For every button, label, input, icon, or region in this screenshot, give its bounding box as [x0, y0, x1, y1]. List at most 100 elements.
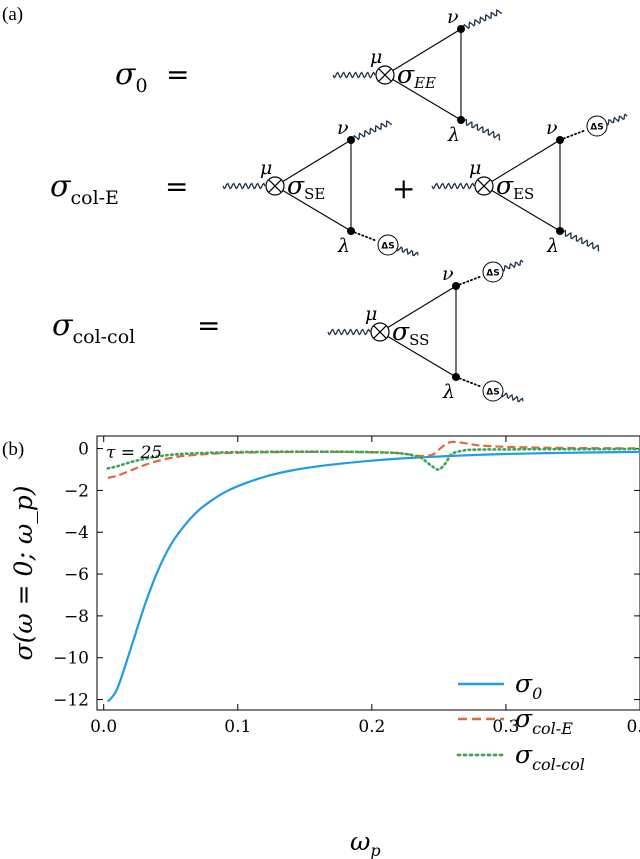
x-tick-label: 0.2 — [358, 717, 385, 737]
y-tick-label: −10 — [53, 649, 89, 669]
x-axis-ticks: 0.0 0.1 0.2 0.3 0.4 — [90, 436, 640, 737]
legend-label-sigma-col-e: σcol-E — [515, 704, 573, 738]
delta-s-label: ΔS — [486, 388, 499, 398]
nu-leg-photon-line — [501, 259, 524, 272]
inner-sigma-label: σES — [496, 171, 534, 203]
delta-s-label: ΔS — [381, 242, 394, 252]
nu-label: ν — [337, 117, 349, 139]
mu-label: μ — [370, 46, 382, 68]
delta-s-circle-icon — [377, 234, 399, 256]
vertex-dot — [452, 282, 460, 290]
equation-sigma-col-col: σcol-col = ΔS ΔS μ ν λ σSS — [52, 259, 524, 403]
lambda-label: λ — [546, 235, 559, 257]
triangle-edge-lower — [281, 189, 352, 232]
mu-label: μ — [365, 303, 377, 325]
vertex-dot — [556, 227, 564, 235]
equation-sigma-0: σ0 = μ ν λ σEE — [115, 6, 503, 146]
delta-s-label: ΔS — [590, 123, 603, 133]
y-tick-label: 0 — [78, 440, 89, 460]
lambda-leg-photon-line — [501, 392, 524, 403]
lambda-label: λ — [337, 235, 350, 257]
incoming-photon-line — [332, 71, 376, 79]
series-group — [106, 440, 640, 703]
panel-b-label: (b) — [2, 439, 24, 460]
delta-s-label: ΔS — [486, 269, 499, 279]
incoming-photon-line — [327, 328, 371, 336]
vertex-dot — [457, 116, 465, 124]
lambda-label: λ — [442, 381, 455, 403]
inner-sigma-label: σSE — [287, 171, 325, 203]
inner-sigma-label: σEE — [397, 60, 436, 92]
legend-label-sigma-col-col: σcol-col — [515, 740, 585, 774]
vertex-dot — [457, 25, 465, 33]
y-tick-label: −12 — [53, 691, 89, 711]
lambda-leg-photon-line — [460, 118, 501, 141]
tau-annotation: τ = 25 — [106, 443, 162, 463]
vertex-dot — [347, 136, 355, 144]
cross-vertex-stroke — [477, 179, 491, 193]
nu-leg-dotted-line — [455, 275, 483, 287]
y-axis-ticks: 0 −2 −4 −6 −8 −10 −12 — [53, 440, 640, 711]
diagram-sigma-se: ΔS μ ν λ σSE — [222, 117, 419, 257]
nu-label: ν — [442, 263, 454, 285]
x-tick-label: 0.0 — [90, 717, 117, 737]
triangle-edge-upper — [281, 139, 352, 183]
plus-sign: + — [392, 172, 415, 205]
y-axis-label: σ(ω = 0; ω_p) — [9, 486, 38, 661]
lambda-leg-dotted-line — [455, 376, 483, 388]
series-sigma-col-col — [106, 447, 640, 471]
lambda-leg-photon-line — [559, 229, 600, 252]
vertex-dot — [452, 373, 460, 381]
x-tick-label: 0.4 — [626, 717, 640, 737]
mu-label: μ — [469, 157, 481, 179]
x-tick-label: 0.1 — [224, 717, 251, 737]
nu-label: ν — [546, 117, 558, 139]
panel-a-label: (a) — [2, 4, 23, 25]
incoming-photon-line — [222, 182, 266, 190]
series-sigma-col-e — [107, 440, 640, 479]
triangle-edge-lower — [391, 78, 462, 121]
triangle-edge-lower — [490, 189, 561, 232]
diagram-sigma-ss: ΔS ΔS μ ν λ σSS — [327, 259, 524, 403]
plot-frame — [96, 435, 640, 711]
legend: σ0 σcol-E σcol-col — [456, 669, 585, 774]
incoming-photon-line — [431, 182, 475, 190]
y-tick-label: −2 — [64, 481, 89, 501]
y-tick-label: −4 — [64, 523, 89, 543]
lambda-label: λ — [447, 124, 460, 146]
nu-leg-photon-line — [460, 9, 503, 32]
lambda-leg-photon-line — [396, 246, 419, 257]
inner-sigma-label: σSS — [392, 317, 429, 349]
y-tick-label: −6 — [64, 565, 89, 585]
vertex-dot — [556, 136, 564, 144]
cross-vertex-stroke — [378, 68, 392, 82]
x-tick-label: 0.3 — [492, 717, 519, 737]
equation-1-equals: = — [166, 58, 189, 91]
triangle-edge-upper — [490, 139, 561, 183]
delta-s-circle-icon — [586, 115, 608, 137]
equation-3-lhs: σcol-col — [52, 308, 135, 348]
cross-vertex-stroke — [373, 325, 387, 339]
equation-3-equals: = — [197, 309, 220, 342]
triangle-edge-upper — [386, 285, 457, 329]
equation-2-equals: = — [165, 170, 188, 203]
diagram-sigma-es: ΔS μ ν λ σES — [431, 113, 628, 257]
line-chart: 0.0 0.1 0.2 0.3 0.4 0 −2 −4 −6 −8 −10 −12 τ = 25 σ… — [9, 435, 640, 859]
triangle-edge-lower — [386, 335, 457, 378]
nu-leg-dotted-line — [559, 129, 587, 141]
delta-s-circle-icon — [482, 261, 504, 283]
nu-leg-photon-line — [350, 120, 393, 143]
nu-label: ν — [447, 6, 459, 28]
series-sigma-0 — [106, 450, 640, 703]
triangle-edge-upper — [391, 28, 462, 72]
delta-s-circle-icon — [482, 380, 504, 402]
equation-2-lhs: σcol-E — [50, 169, 119, 209]
x-axis-label: ωp — [350, 827, 381, 859]
y-tick-label: −8 — [64, 607, 89, 627]
vertex-dot — [347, 227, 355, 235]
nu-leg-photon-line — [605, 113, 628, 126]
legend-label-sigma-0: σ0 — [515, 669, 542, 703]
mu-label: μ — [260, 157, 272, 179]
equation-sigma-col-e: σcol-E = ΔS μ ν λ σSE + ΔS μ ν λ σES — [50, 113, 628, 257]
